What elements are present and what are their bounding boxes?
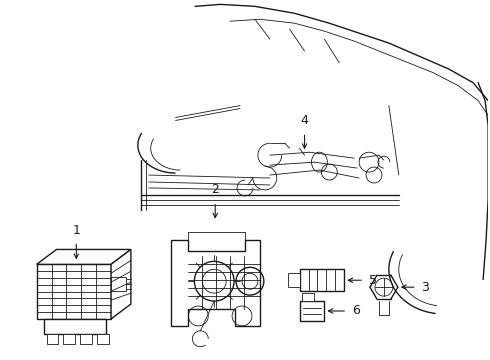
Text: 4: 4 bbox=[300, 114, 309, 127]
Text: 3: 3 bbox=[420, 281, 429, 294]
Polygon shape bbox=[63, 334, 75, 344]
Text: 1: 1 bbox=[73, 224, 80, 237]
Polygon shape bbox=[97, 334, 109, 344]
Polygon shape bbox=[47, 334, 58, 344]
Polygon shape bbox=[299, 301, 324, 321]
Polygon shape bbox=[44, 319, 106, 334]
Text: 5: 5 bbox=[369, 274, 377, 287]
Polygon shape bbox=[37, 264, 111, 319]
Polygon shape bbox=[299, 269, 344, 291]
Polygon shape bbox=[301, 293, 315, 301]
Text: 2: 2 bbox=[211, 183, 219, 196]
Polygon shape bbox=[37, 249, 131, 264]
Polygon shape bbox=[111, 277, 126, 291]
Polygon shape bbox=[111, 249, 131, 319]
Polygon shape bbox=[80, 334, 92, 344]
Polygon shape bbox=[171, 239, 260, 326]
Text: 6: 6 bbox=[352, 305, 360, 318]
Polygon shape bbox=[288, 273, 299, 287]
